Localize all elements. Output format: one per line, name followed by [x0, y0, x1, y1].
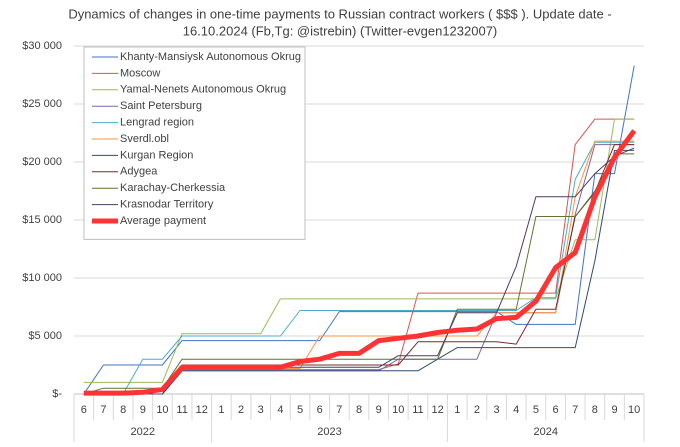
- x-tick-label: 12: [196, 404, 208, 416]
- legend-label: Average payment: [120, 215, 206, 227]
- x-group-label: 2024: [533, 426, 557, 438]
- y-tick-label: $20 000: [22, 156, 62, 168]
- x-tick-label: 8: [120, 404, 126, 416]
- y-tick-label: $10 000: [22, 272, 62, 284]
- x-tick-label: 6: [552, 404, 558, 416]
- y-tick-label: $5 000: [28, 330, 62, 342]
- x-group-label: 2023: [317, 426, 341, 438]
- x-tick-label: 11: [412, 404, 423, 416]
- chart-title: Dynamics of changes in one-time payments…: [68, 6, 611, 21]
- x-tick-label: 2: [238, 404, 244, 416]
- x-group-label: 2022: [131, 426, 155, 438]
- x-tick-label: 8: [356, 404, 362, 416]
- y-tick-label: $-: [52, 388, 62, 400]
- x-tick-label: 7: [100, 404, 106, 416]
- legend-label: Krasnodar Territory: [120, 199, 214, 211]
- chart-title: 16.10.2024 (Fb,Tg: @istrebin) (Twitter-e…: [183, 23, 498, 38]
- x-tick-label: 10: [628, 404, 640, 416]
- x-tick-label: 10: [156, 404, 168, 416]
- y-tick-label: $25 000: [22, 98, 62, 110]
- x-tick-label: 12: [431, 404, 443, 416]
- x-tick-label: 9: [611, 404, 617, 416]
- x-tick-label: 7: [336, 404, 342, 416]
- legend-label: Adygea: [120, 166, 158, 178]
- series-line: [83, 118, 635, 383]
- x-tick-label: 9: [140, 404, 146, 416]
- series-line: [83, 149, 635, 395]
- legend-label: Yamal-Nenets Autonomous Okrug: [120, 84, 286, 96]
- x-tick-label: 6: [317, 404, 323, 416]
- x-tick-label: 11: [176, 404, 187, 416]
- y-tick-label: $30 000: [22, 40, 62, 52]
- x-tick-label: 4: [513, 404, 519, 416]
- x-tick-label: 3: [494, 404, 500, 416]
- series-line: [83, 129, 637, 396]
- series-line: [83, 153, 635, 395]
- x-tick-label: 10: [392, 404, 404, 416]
- x-tick-label: 1: [454, 404, 460, 416]
- x-tick-label: 9: [376, 404, 382, 416]
- x-tick-label: 6: [81, 404, 87, 416]
- legend-label: Lengrad region: [120, 117, 194, 129]
- legend-box: [83, 46, 306, 240]
- x-tick-label: 2: [474, 404, 480, 416]
- x-tick-label: 1: [218, 404, 224, 416]
- x-tick-label: 8: [592, 404, 598, 416]
- legend-label: Saint Petersburg: [120, 100, 202, 112]
- legend-label: Sverdl.obl: [120, 133, 169, 145]
- legend-label: Kurgan Region: [120, 149, 193, 161]
- x-tick-label: 4: [277, 404, 283, 416]
- legend-label: Moscow: [120, 67, 160, 79]
- y-tick-label: $15 000: [22, 214, 62, 226]
- legend-label: Karachay-Cherkessia: [120, 182, 226, 194]
- x-tick-label: 7: [572, 404, 578, 416]
- x-tick-label: 5: [297, 404, 303, 416]
- x-tick-label: 3: [258, 404, 264, 416]
- x-tick-label: 5: [533, 404, 539, 416]
- series-line: [83, 141, 635, 395]
- legend-label: Khanty-Mansiysk Autonomous Okrug: [120, 51, 301, 63]
